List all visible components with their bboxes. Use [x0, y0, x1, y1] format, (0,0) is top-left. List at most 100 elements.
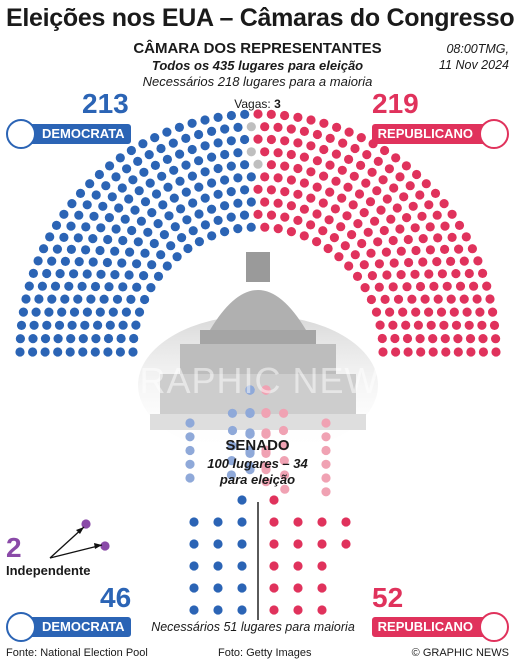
house-seat-democrat: [200, 193, 210, 203]
house-seat-republican: [266, 160, 276, 170]
house-seat-republican: [439, 320, 449, 330]
house-seat-republican: [299, 152, 309, 162]
house-seat-democrat: [42, 268, 52, 279]
rep-house-seat-count: 219: [372, 88, 419, 119]
house-seat-republican: [413, 320, 423, 330]
house-seat-republican: [433, 294, 443, 304]
house-seat-democrat: [101, 181, 111, 191]
donkey-icon: [6, 612, 36, 642]
senate-seat-democrat-not-up: [227, 425, 238, 436]
house-seat-democrat: [82, 307, 92, 317]
house-seat-democrat: [146, 283, 156, 293]
house-seat-democrat: [151, 189, 162, 199]
house-seat-republican: [293, 112, 303, 122]
senate-seat-democrat-not-up: [185, 459, 195, 469]
house-seat-republican: [407, 294, 417, 304]
house-seat-republican: [260, 147, 270, 157]
house-seat-republican: [253, 184, 263, 194]
house-seat-democrat: [115, 347, 125, 357]
house-seat-democrat: [57, 307, 67, 317]
house-seat-republican: [451, 269, 461, 279]
house-seat-democrat: [104, 282, 114, 292]
house-seat-democrat: [240, 109, 250, 119]
house-seat-democrat: [21, 294, 31, 304]
house-seat-democrat: [175, 176, 185, 186]
house-seat-republican: [478, 268, 488, 278]
footer-photo-credit: Foto: Getty Images: [218, 647, 312, 659]
house-seat-democrat: [90, 281, 101, 292]
senate-seat-republican-not-up: [279, 441, 289, 451]
house-seat-republican: [312, 182, 322, 192]
house-seat-democrat: [132, 282, 142, 292]
house-seat-republican: [421, 179, 431, 189]
house-seat-republican: [372, 186, 382, 196]
senate-seat-republican: [293, 539, 303, 549]
house-seat-republican: [477, 320, 487, 330]
house-seat-democrat: [45, 232, 55, 242]
senate-seat-republican-not-up: [278, 425, 289, 436]
house-seat-democrat: [162, 261, 172, 271]
house-seat-republican: [375, 320, 385, 330]
house-seat-republican: [410, 269, 420, 279]
dem-senate-seat-count: 46: [100, 582, 132, 613]
senate-seat-republican: [293, 517, 303, 527]
house-seat-republican: [489, 320, 500, 330]
house-seat-democrat: [105, 320, 115, 330]
house-seat-republican: [473, 256, 483, 266]
house-seat-democrat: [115, 153, 125, 163]
house-seat-democrat: [42, 320, 52, 330]
house-seat-republican: [347, 230, 357, 240]
house-seat-democrat: [213, 112, 223, 122]
house-seat-republican: [403, 234, 413, 245]
house-seat-democrat: [74, 257, 84, 267]
house-seat-republican: [293, 215, 303, 225]
senate-seat-democrat: [237, 583, 247, 593]
senate-seat-democrat-not-up: [227, 456, 237, 466]
house-seat-republican: [447, 232, 457, 242]
house-seat-republican: [374, 259, 384, 269]
house-seat-democrat: [220, 175, 230, 185]
house-seat-democrat: [200, 220, 210, 230]
house-seat-republican: [299, 231, 309, 241]
house-seat-democrat: [73, 294, 83, 304]
house-seat-democrat: [118, 320, 128, 330]
house-seat-republican: [447, 209, 457, 219]
senate-seat-democrat: [237, 561, 247, 571]
house-seat-republican: [454, 220, 465, 230]
house-seat-republican: [293, 189, 303, 199]
house-seat-republican: [330, 204, 340, 214]
house-seat-democrat: [149, 238, 159, 249]
house-seat-republican: [478, 347, 488, 357]
senate-seat-democrat: [189, 517, 199, 527]
house-seat-democrat: [220, 201, 230, 211]
house-seat-democrat: [103, 333, 114, 344]
house-seat-republican: [325, 133, 335, 143]
senate-seat-democrat: [189, 583, 199, 593]
house-seat-democrat: [91, 190, 101, 200]
house-seat-democrat: [60, 294, 70, 304]
house-seat-republican: [344, 154, 354, 164]
house-seat-democrat: [54, 320, 65, 330]
house-seat-republican: [253, 134, 263, 144]
house-seat-republican: [323, 243, 333, 254]
house-seat-republican: [312, 129, 322, 140]
senate-seat-democrat: [237, 539, 247, 549]
house-seat-republican: [350, 143, 360, 154]
house-seat-republican: [318, 226, 328, 236]
house-seat-republican: [433, 233, 443, 243]
house-seat-democrat: [156, 143, 166, 154]
house-seat-democrat: [194, 156, 204, 166]
house-seat-republican: [348, 200, 358, 210]
house-seat-republican: [467, 244, 477, 254]
house-seat-democrat: [96, 269, 106, 279]
house-seat-democrat: [153, 271, 164, 281]
house-seat-republican: [436, 307, 447, 317]
house-seat-republican: [374, 282, 384, 292]
house-seat-republican: [260, 222, 270, 232]
house-seat-republican: [430, 188, 441, 198]
house-seat-democrat: [134, 186, 144, 196]
house-seat-democrat: [53, 334, 63, 344]
senate-seat-republican: [317, 583, 327, 593]
house-seat-republican: [312, 156, 322, 166]
senate-seat-democrat-not-up: [245, 408, 255, 418]
